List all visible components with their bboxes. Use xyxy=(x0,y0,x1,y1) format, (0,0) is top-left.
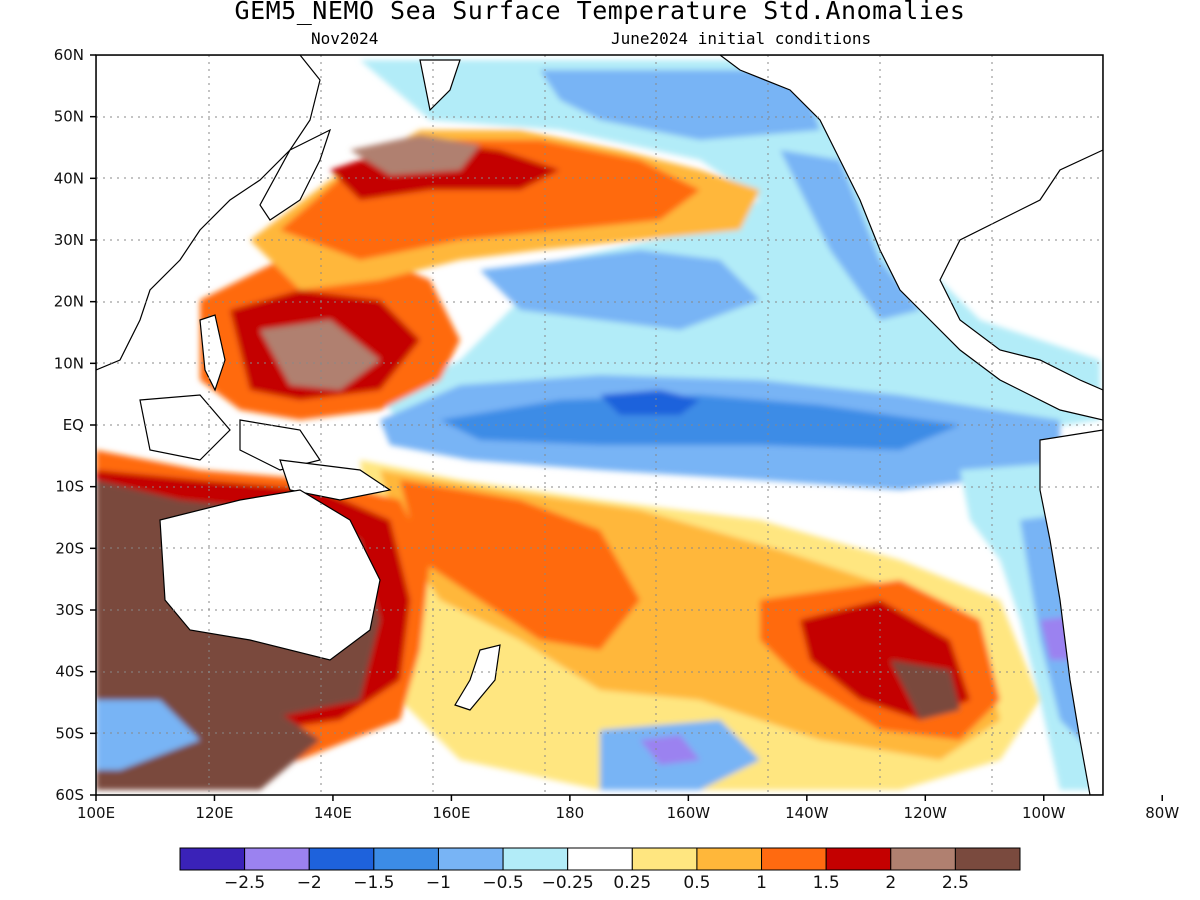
lat-label: 40N xyxy=(54,169,84,187)
colorbar-swatch xyxy=(890,847,956,871)
lat-label: 10S xyxy=(55,478,84,496)
initial-conditions-label: June2024 initial conditions xyxy=(611,29,872,48)
colorbar-swatch xyxy=(954,847,1021,871)
colorbar-swatch xyxy=(244,847,310,871)
colorbar-label: −0.25 xyxy=(542,873,594,893)
colorbar-swatch xyxy=(631,847,698,871)
landmasses xyxy=(96,55,1103,795)
lat-label: 50N xyxy=(54,108,84,126)
colorbar-swatch xyxy=(567,847,633,871)
colorbar-swatch xyxy=(437,847,504,871)
colorbar-label: 1 xyxy=(756,873,767,893)
lat-label: 40S xyxy=(55,663,84,681)
lat-label: EQ xyxy=(63,416,84,434)
valid-month-label: Nov2024 xyxy=(311,29,379,48)
colorbar-label: 2.5 xyxy=(942,873,969,893)
longitude-labels: 100E 120E 140E 160E 180 160W 140W 120W 100W 80W xyxy=(77,795,1179,822)
colorbar-label: −0.5 xyxy=(482,873,523,893)
anomaly-field xyxy=(96,55,1103,795)
lon-label: 140W xyxy=(785,804,829,822)
colorbar-swatch xyxy=(373,847,439,871)
lon-label: 100W xyxy=(1022,804,1066,822)
colorbar-swatch xyxy=(825,847,892,871)
lon-label: 160W xyxy=(667,804,711,822)
lat-label: 20N xyxy=(54,293,84,311)
lon-label: 160E xyxy=(432,804,470,822)
graticule xyxy=(96,55,1103,795)
colorbar-label: 1.5 xyxy=(813,873,840,893)
colorbar-label: −1 xyxy=(426,873,451,893)
colorbar-label: −2 xyxy=(297,873,322,893)
lon-label: 140E xyxy=(314,804,352,822)
colorbar-label: 0.5 xyxy=(683,873,710,893)
lon-label: 80W xyxy=(1145,804,1179,822)
lon-label: 120E xyxy=(195,804,233,822)
colorbar-swatch xyxy=(308,847,375,871)
colorbar-label: −2.5 xyxy=(224,873,265,893)
colorbar-swatch xyxy=(696,847,763,871)
lat-label: 50S xyxy=(55,724,84,742)
chart-title: GEM5_NEMO Sea Surface Temperature Std.An… xyxy=(234,0,966,25)
lat-label: 60N xyxy=(54,46,84,64)
colorbar-label: −1.5 xyxy=(353,873,394,893)
colorbar xyxy=(179,847,1021,871)
lat-label: 60S xyxy=(55,786,84,804)
lat-label: 30S xyxy=(55,601,84,619)
colorbar-label: 2 xyxy=(885,873,896,893)
colorbar-labels: −2.5 −2 −1.5 −1 −0.5 −0.25 0.25 0.5 1 1.5 2 2.5 xyxy=(224,873,969,893)
colorbar-swatch xyxy=(502,847,569,871)
lat-label: 20S xyxy=(55,539,84,557)
colorbar-swatch xyxy=(179,847,246,871)
latitude-labels: 60N 50N 40N 30N 20N 10N EQ 10S 20S 30S 40S 50S 60S xyxy=(54,46,96,804)
lat-label: 10N xyxy=(54,354,84,372)
lon-label: 100E xyxy=(77,804,115,822)
colorbar-swatch xyxy=(761,847,827,871)
lat-label: 30N xyxy=(54,231,84,249)
lon-label: 120W xyxy=(904,804,948,822)
lon-label: 180 xyxy=(556,804,585,822)
colorbar-label: 0.25 xyxy=(613,873,651,893)
